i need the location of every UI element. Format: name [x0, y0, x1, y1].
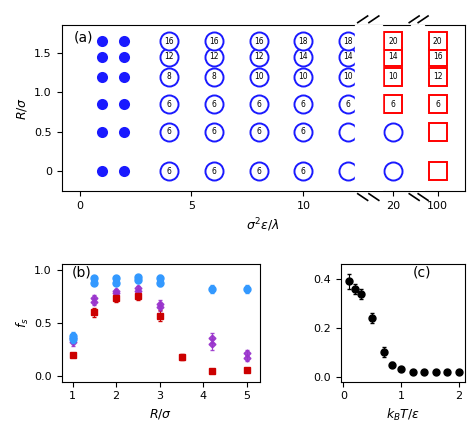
Text: 16: 16 — [209, 37, 219, 46]
Text: 14: 14 — [299, 53, 308, 61]
Text: 20: 20 — [433, 37, 442, 46]
Text: 12: 12 — [209, 53, 219, 61]
Text: (b): (b) — [72, 265, 91, 279]
Text: 10: 10 — [388, 72, 398, 81]
Text: 14: 14 — [388, 53, 398, 61]
Text: 6: 6 — [167, 167, 172, 176]
Text: 10: 10 — [254, 72, 264, 81]
Text: 6: 6 — [346, 100, 351, 109]
Text: 6: 6 — [211, 167, 216, 176]
Text: 16: 16 — [164, 37, 174, 46]
Text: 6: 6 — [301, 100, 306, 109]
Text: 6: 6 — [301, 127, 306, 136]
Text: 8: 8 — [211, 72, 216, 81]
Text: 8: 8 — [167, 72, 172, 81]
Text: 16: 16 — [254, 37, 264, 46]
Text: 12: 12 — [254, 53, 264, 61]
Text: 6: 6 — [435, 100, 440, 109]
Text: 6: 6 — [256, 127, 261, 136]
Text: 6: 6 — [301, 167, 306, 176]
Text: 20: 20 — [388, 37, 398, 46]
Text: (c): (c) — [412, 265, 431, 279]
Bar — [411, 25, 424, 191]
Text: 6: 6 — [167, 100, 172, 109]
Text: (a): (a) — [74, 31, 93, 45]
Text: 14: 14 — [343, 53, 353, 61]
Text: 10: 10 — [343, 72, 353, 81]
X-axis label: $k_BT/\varepsilon$: $k_BT/\varepsilon$ — [386, 407, 419, 423]
Text: 18: 18 — [299, 37, 308, 46]
Text: 16: 16 — [433, 53, 442, 61]
Text: 12: 12 — [433, 72, 442, 81]
Text: 6: 6 — [167, 127, 172, 136]
Y-axis label: $f_s$: $f_s$ — [15, 318, 31, 328]
X-axis label: $\sigma^2\varepsilon/\lambda$: $\sigma^2\varepsilon/\lambda$ — [246, 216, 280, 234]
Y-axis label: $R/\sigma$: $R/\sigma$ — [15, 97, 29, 120]
Text: 12: 12 — [164, 53, 174, 61]
Text: 18: 18 — [343, 37, 353, 46]
Text: 6: 6 — [256, 167, 261, 176]
Text: 6: 6 — [256, 100, 261, 109]
Text: 6: 6 — [391, 100, 395, 109]
Text: 10: 10 — [299, 72, 308, 81]
Bar — [355, 25, 382, 191]
Text: 6: 6 — [211, 100, 216, 109]
X-axis label: $R/\sigma$: $R/\sigma$ — [149, 407, 173, 421]
Text: 6: 6 — [211, 127, 216, 136]
